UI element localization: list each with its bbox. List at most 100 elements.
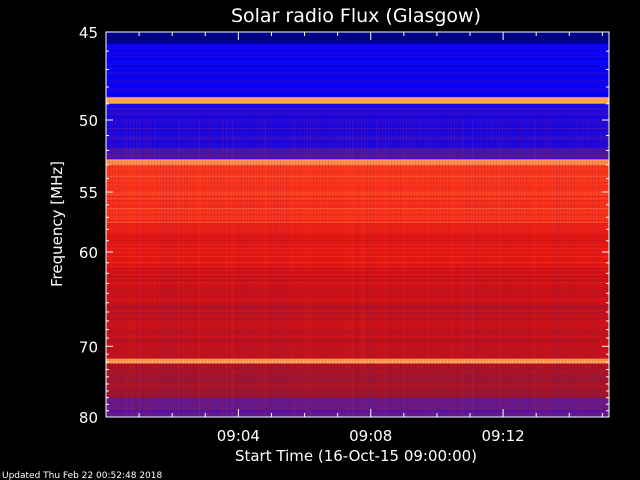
time-column (535, 116, 536, 417)
time-column (586, 116, 587, 417)
time-column (265, 116, 266, 417)
frequency-row (106, 256, 609, 258)
frequency-row (106, 188, 609, 190)
frequency-row (106, 394, 609, 396)
time-column (568, 116, 569, 417)
frequency-row (106, 372, 609, 374)
time-column (109, 116, 110, 417)
time-column (181, 116, 182, 417)
frequency-row (106, 282, 609, 284)
frequency-row (106, 150, 609, 152)
time-column (367, 116, 368, 417)
frequency-row (106, 324, 609, 326)
frequency-row (106, 250, 609, 252)
time-column (124, 116, 125, 417)
time-column (373, 116, 374, 417)
time-column (499, 116, 500, 417)
frequency-row (106, 318, 609, 320)
time-column (121, 116, 122, 417)
frequency-row (106, 390, 609, 392)
time-column (424, 116, 425, 417)
frequency-row (106, 170, 609, 172)
time-column (325, 116, 326, 417)
time-column (226, 116, 227, 417)
time-column (466, 116, 467, 417)
frequency-row (106, 244, 609, 246)
frequency-row (106, 414, 609, 416)
time-column (475, 116, 476, 417)
frequency-row (106, 136, 609, 138)
time-column (490, 116, 491, 417)
time-column (115, 116, 116, 417)
time-column (214, 116, 215, 417)
time-column (421, 116, 422, 417)
frequency-row (106, 198, 609, 200)
time-column (166, 116, 167, 417)
time-column (280, 116, 281, 417)
frequency-row (106, 292, 609, 294)
frequency-row (106, 264, 609, 266)
time-column (583, 116, 584, 417)
frequency-row (106, 272, 609, 274)
frequency-row (106, 200, 609, 202)
frequency-row (106, 374, 609, 376)
frequency-row (106, 298, 609, 300)
time-column (253, 116, 254, 417)
frequency-row (106, 400, 609, 402)
time-column (478, 116, 479, 417)
frequency-row (106, 360, 609, 362)
time-column (223, 116, 224, 417)
frequency-row (106, 124, 609, 126)
time-column (589, 116, 590, 417)
frequency-row (106, 382, 609, 384)
y-axis-label: Frequency [MHz] (48, 161, 66, 287)
frequency-row (106, 86, 609, 88)
frequency-row (106, 348, 609, 350)
frequency-row (106, 166, 609, 168)
time-column (340, 116, 341, 417)
time-column (256, 116, 257, 417)
frequency-row (106, 144, 609, 146)
time-column (547, 116, 548, 417)
frequency-row (106, 268, 609, 270)
time-column (208, 116, 209, 417)
time-column (436, 116, 437, 417)
frequency-row (106, 216, 609, 218)
time-column (328, 116, 329, 417)
frequency-row (106, 116, 609, 118)
frequency-row (106, 286, 609, 288)
frequency-row (106, 156, 609, 158)
time-column (301, 116, 302, 417)
time-column (427, 116, 428, 417)
plot-frame (105, 31, 610, 418)
time-column (250, 116, 251, 417)
time-column (304, 116, 305, 417)
frequency-row (106, 288, 609, 290)
frequency-row (106, 214, 609, 216)
frequency-row (106, 110, 609, 112)
time-column (289, 116, 290, 417)
time-column (388, 116, 389, 417)
time-column (169, 116, 170, 417)
time-column (163, 116, 164, 417)
time-column (484, 116, 485, 417)
frequency-row (106, 154, 609, 156)
frequency-row (106, 194, 609, 196)
frequency-row (106, 310, 609, 312)
frequency-row (106, 404, 609, 406)
time-column (310, 116, 311, 417)
time-column (487, 116, 488, 417)
time-column (130, 116, 131, 417)
time-column (562, 116, 563, 417)
time-column (259, 116, 260, 417)
frequency-row (106, 262, 609, 264)
time-column (193, 116, 194, 417)
frequency-row (106, 104, 609, 106)
time-column (241, 116, 242, 417)
frequency-row (106, 172, 609, 174)
frequency-row (106, 168, 609, 170)
frequency-row (106, 94, 609, 96)
frequency-row (106, 386, 609, 388)
frequency-row (106, 222, 609, 224)
